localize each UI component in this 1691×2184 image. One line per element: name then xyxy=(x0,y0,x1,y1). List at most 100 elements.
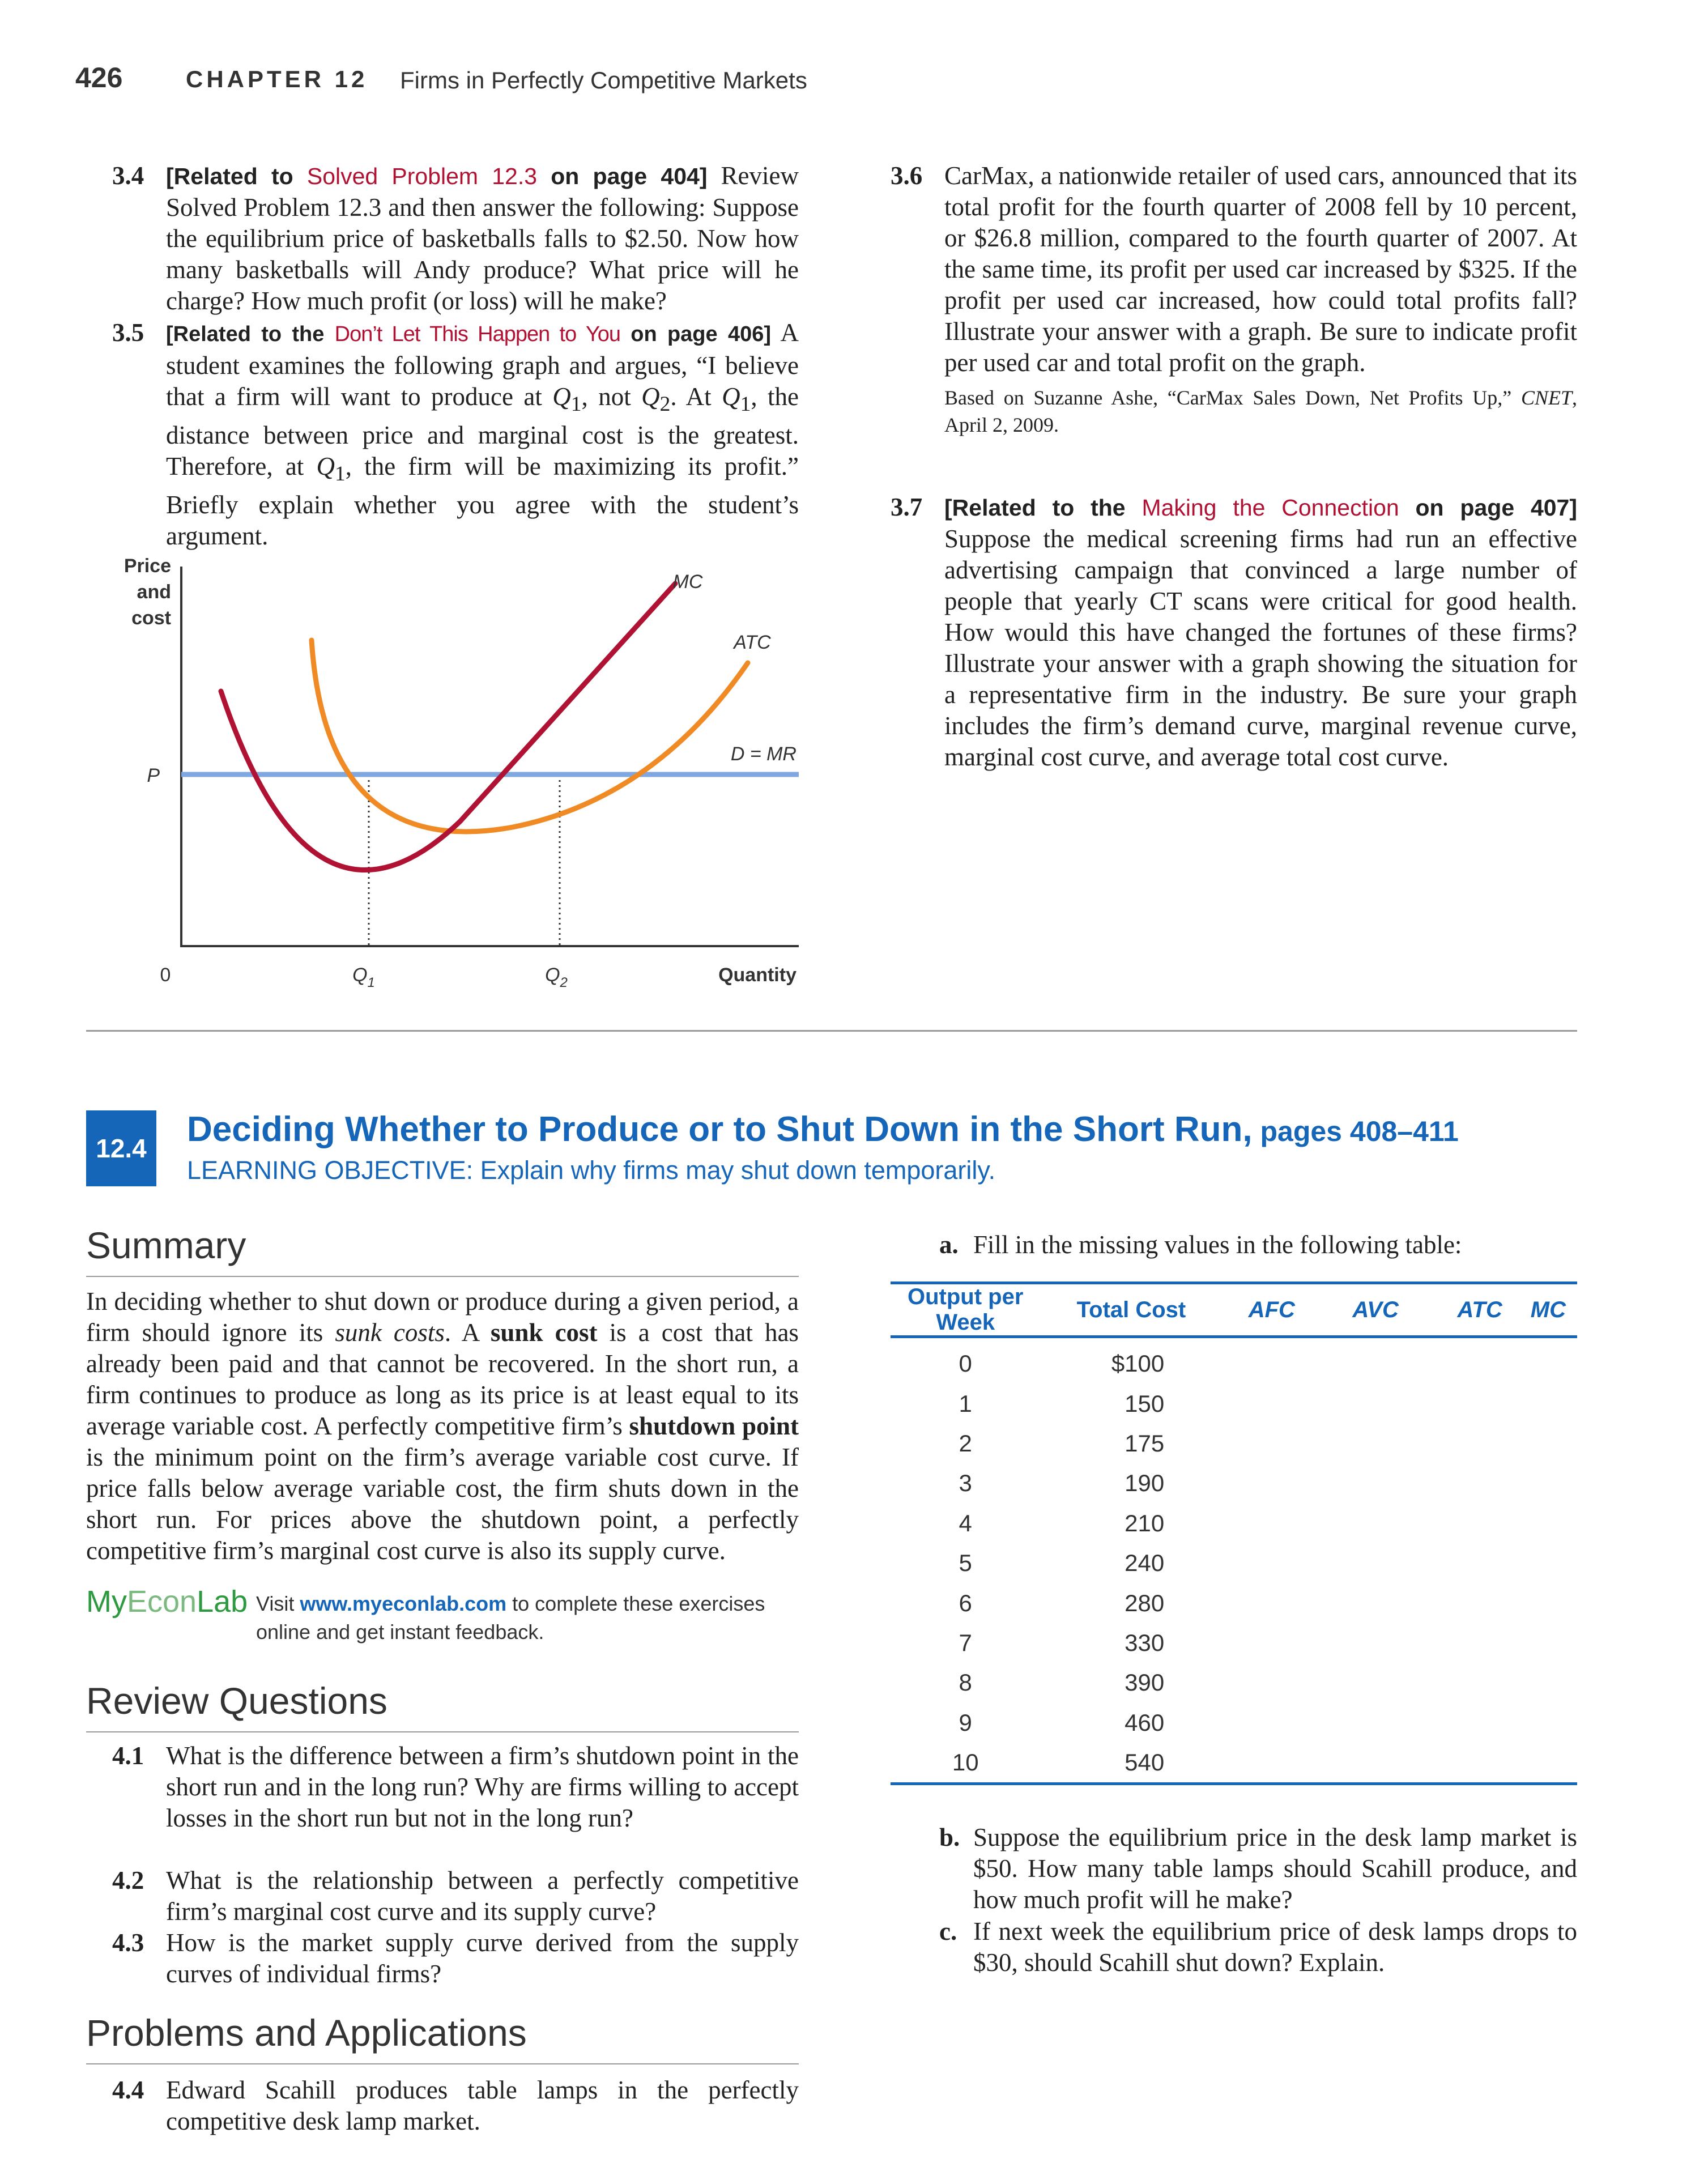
table-row: 9 460 xyxy=(891,1703,1577,1743)
problems-rule xyxy=(86,2063,799,2064)
cell-empty xyxy=(1295,1383,1399,1423)
header-output: Output per Week xyxy=(891,1282,1041,1338)
chapter-title: Firms in Perfectly Competitive Markets xyxy=(400,67,807,93)
cell-total-cost: 240 xyxy=(1125,1549,1165,1577)
cell-total-cost: 330 xyxy=(1125,1629,1165,1656)
summary-text: In deciding whether to shut down or prod… xyxy=(86,1287,799,1565)
table-body: 0 $100 1 150 2 175 3 190 4 210 5 240 6 280 7 330 8 390 9 46… xyxy=(891,1337,1577,1784)
source-citation: Based on Suzanne Ashe, “CarMax Sales Dow… xyxy=(944,386,1577,436)
chapter-label: CHAPTER 12 xyxy=(186,66,368,92)
related-link-making-the-connection[interactable]: Making the Connection xyxy=(1141,495,1399,521)
cell-output: 1 xyxy=(959,1390,972,1417)
problem-number: 3.4 xyxy=(112,161,144,190)
table-bottom-rule xyxy=(891,1782,1577,1793)
part-b: b. Suppose the equilibrium price in the … xyxy=(939,1823,1577,1914)
related-prefix: [Related to the xyxy=(944,495,1142,521)
related-link-solved-problem[interactable]: Solved Problem 12.3 xyxy=(306,163,538,189)
cell-empty xyxy=(1502,1504,1577,1543)
myeconlab-link[interactable]: www.myeconlab.com xyxy=(300,1592,507,1615)
page-number: 426 xyxy=(75,62,123,93)
cell-empty xyxy=(1399,1337,1502,1384)
cell-output: 7 xyxy=(959,1629,972,1656)
cell-empty xyxy=(1192,1504,1295,1543)
cell-total-cost: 150 xyxy=(1125,1390,1165,1417)
problem-3-6: 3.6 CarMax, a nationwide retailer of use… xyxy=(891,160,1577,438)
table-row: 0 $100 xyxy=(891,1337,1577,1384)
header-atc: ATC xyxy=(1398,1282,1502,1338)
cell-empty xyxy=(1399,1743,1502,1784)
cell-output: 5 xyxy=(959,1549,972,1577)
cell-output: 3 xyxy=(959,1470,972,1497)
cell-empty xyxy=(1192,1383,1295,1423)
origin-label: 0 xyxy=(160,964,171,986)
cell-output: 4 xyxy=(959,1509,972,1536)
cell-empty xyxy=(1192,1663,1295,1702)
problem-3-5: 3.5 [Related to the Don’t Let This Happe… xyxy=(112,317,799,552)
cell-empty xyxy=(1399,1623,1502,1663)
review-question-4-3: 4.3 How is the market supply curve deriv… xyxy=(112,1928,799,1988)
part-a: a. Fill in the missing values in the fol… xyxy=(939,1231,1462,1259)
atc-label: ATC xyxy=(732,632,771,653)
y-axis-label-cost: cost xyxy=(131,607,171,629)
mc-label: MC xyxy=(673,571,703,593)
cell-output: 10 xyxy=(952,1749,979,1776)
cell-empty xyxy=(1192,1337,1295,1384)
myeconlab-logo: MyEconLab xyxy=(86,1585,248,1619)
mc-curve xyxy=(218,581,678,872)
table-row: 7 330 xyxy=(891,1623,1577,1663)
cell-total-cost: 390 xyxy=(1125,1669,1165,1696)
review-question-4-2: 4.2 What is the relationship between a p… xyxy=(112,1866,799,1926)
cell-output: 0 xyxy=(959,1350,972,1377)
cell-empty xyxy=(1399,1504,1502,1543)
cell-empty xyxy=(1399,1543,1502,1583)
problem-4-4: 4.4 Edward Scahill produces table lamps … xyxy=(112,2076,799,2135)
table-header-row: Output per Week Total Cost AFC AVC ATC M… xyxy=(891,1282,1577,1338)
cell-empty xyxy=(1295,1623,1399,1663)
cell-empty xyxy=(1295,1703,1399,1743)
header-total-cost: Total Cost xyxy=(1040,1282,1193,1338)
header-avc: AVC xyxy=(1294,1282,1399,1338)
review-question-4-1: 4.1 What is the difference between a fir… xyxy=(112,1742,799,1832)
summary-heading: Summary xyxy=(86,1224,246,1266)
related-note: [Related to Solved Problem 12.3 on page … xyxy=(166,163,707,189)
related-suffix: on page 407] xyxy=(1399,495,1578,521)
cell-empty xyxy=(1502,1383,1577,1423)
cost-curves-graph: Price and cost P 0 Q1 Q2 Quantity MC ATC… xyxy=(124,555,799,990)
related-note: [Related to the Making the Connection on… xyxy=(944,495,1577,521)
cell-empty xyxy=(1192,1543,1295,1583)
price-label: P xyxy=(147,765,160,786)
problem-text: Review Solved Problem 12.3 and then answ… xyxy=(166,161,799,315)
table-row: 10 540 xyxy=(891,1743,1577,1784)
summary-rule xyxy=(86,1276,799,1277)
lamp-cost-table: Output per Week Total Cost AFC AVC ATC M… xyxy=(891,1282,1577,1793)
table-row: 8 390 xyxy=(891,1663,1577,1702)
related-prefix: [Related to xyxy=(166,163,307,189)
related-suffix: on page 406] xyxy=(620,322,771,346)
cell-output: 2 xyxy=(959,1429,972,1457)
cell-empty xyxy=(1295,1743,1399,1784)
table-row: 6 280 xyxy=(891,1583,1577,1623)
cell-empty xyxy=(1399,1463,1502,1503)
q1-label: Q1 xyxy=(352,964,375,990)
cell-empty xyxy=(1502,1663,1577,1702)
problem-text: Suppose the medical screening firms had … xyxy=(944,525,1577,771)
cell-total-cost: 540 xyxy=(1125,1749,1165,1776)
x-axis-label: Quantity xyxy=(718,964,796,986)
cell-empty xyxy=(1399,1383,1502,1423)
cell-empty xyxy=(1295,1583,1399,1623)
y-axis-label-price: Price xyxy=(124,555,171,577)
related-link-dont-let-this-happen[interactable]: Don’t Let This Happen to You xyxy=(334,322,621,346)
cell-empty xyxy=(1502,1463,1577,1503)
problem-number: 3.6 xyxy=(891,161,923,190)
review-rule xyxy=(86,1731,799,1732)
table-row: 4 210 xyxy=(891,1504,1577,1543)
cell-total-cost: 175 xyxy=(1125,1429,1165,1457)
cell-empty xyxy=(1502,1703,1577,1743)
cell-empty xyxy=(1295,1424,1399,1463)
review-heading: Review Questions xyxy=(86,1680,387,1722)
header-mc: MC xyxy=(1502,1282,1577,1338)
dmr-label: D = MR xyxy=(731,743,796,765)
cell-empty xyxy=(1192,1424,1295,1463)
cell-empty xyxy=(1502,1583,1577,1623)
cell-total-cost: 460 xyxy=(1125,1709,1165,1736)
